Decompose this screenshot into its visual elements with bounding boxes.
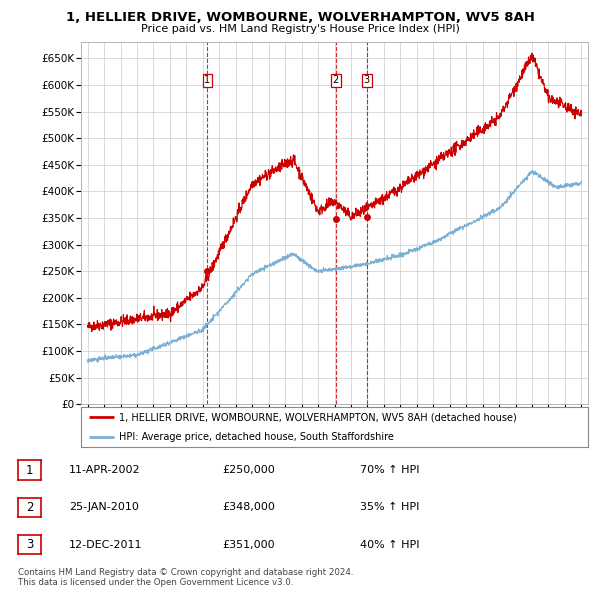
Text: 70% ↑ HPI: 70% ↑ HPI <box>360 465 419 475</box>
Text: £351,000: £351,000 <box>222 540 275 550</box>
Text: 2: 2 <box>26 501 33 514</box>
Text: Contains HM Land Registry data © Crown copyright and database right 2024.
This d: Contains HM Land Registry data © Crown c… <box>18 568 353 587</box>
Text: 1: 1 <box>26 464 33 477</box>
Text: 12-DEC-2011: 12-DEC-2011 <box>69 540 143 550</box>
Text: £250,000: £250,000 <box>222 465 275 475</box>
Text: HPI: Average price, detached house, South Staffordshire: HPI: Average price, detached house, Sout… <box>119 432 394 441</box>
Text: 11-APR-2002: 11-APR-2002 <box>69 465 140 475</box>
Text: 1, HELLIER DRIVE, WOMBOURNE, WOLVERHAMPTON, WV5 8AH (detached house): 1, HELLIER DRIVE, WOMBOURNE, WOLVERHAMPT… <box>119 412 517 422</box>
Text: 1, HELLIER DRIVE, WOMBOURNE, WOLVERHAMPTON, WV5 8AH: 1, HELLIER DRIVE, WOMBOURNE, WOLVERHAMPT… <box>65 11 535 24</box>
Text: 3: 3 <box>26 538 33 551</box>
Text: Price paid vs. HM Land Registry's House Price Index (HPI): Price paid vs. HM Land Registry's House … <box>140 24 460 34</box>
Text: 2: 2 <box>332 76 339 86</box>
Text: 3: 3 <box>364 76 370 86</box>
Text: 25-JAN-2010: 25-JAN-2010 <box>69 503 139 512</box>
Text: £348,000: £348,000 <box>222 503 275 512</box>
Text: 40% ↑ HPI: 40% ↑ HPI <box>360 540 419 550</box>
Text: 1: 1 <box>205 76 211 86</box>
Text: 35% ↑ HPI: 35% ↑ HPI <box>360 503 419 512</box>
